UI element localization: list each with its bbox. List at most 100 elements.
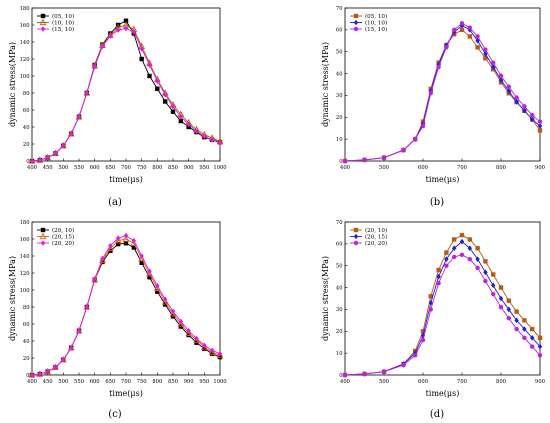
y-tick-label: 10 <box>336 351 343 357</box>
data-point <box>342 372 348 378</box>
data-point <box>522 326 527 332</box>
legend-entry: (10, 10) <box>365 20 387 27</box>
x-tick-label: 400 <box>340 379 350 385</box>
data-point <box>459 252 465 257</box>
x-tick-label: 900 <box>535 165 545 171</box>
series-line <box>31 242 221 376</box>
x-tick-label: 700 <box>457 379 467 385</box>
data-point <box>467 34 472 39</box>
legend-entry: (20, 10) <box>365 227 387 234</box>
data-point <box>170 103 176 110</box>
data-point <box>420 329 426 334</box>
data-point <box>209 351 215 356</box>
data-point <box>202 342 207 349</box>
data-point <box>217 350 223 357</box>
y-tick-label: 20 <box>336 115 343 121</box>
data-point <box>491 282 496 289</box>
data-point <box>498 305 504 310</box>
legend: (05, 10)(10, 10)(15, 10) <box>350 13 387 33</box>
data-point <box>216 351 224 359</box>
y-axis-label: dynamic stress(MPa) <box>8 256 17 341</box>
data-point <box>178 118 184 124</box>
data-point <box>147 275 152 280</box>
y-axis-label: dynamic stress(MPa) <box>321 42 330 127</box>
data-point <box>420 123 426 129</box>
data-point <box>498 73 504 78</box>
series-1 <box>29 18 223 164</box>
y-tick-label: 120 <box>20 57 30 63</box>
x-tick-label: 450 <box>43 379 53 385</box>
data-point <box>491 64 496 70</box>
y-tick-label: 80 <box>23 91 30 97</box>
data-point <box>155 289 160 294</box>
data-point <box>420 337 426 343</box>
data-point <box>444 256 449 262</box>
data-point <box>483 51 488 57</box>
data-point <box>92 276 97 282</box>
legend-marker <box>353 26 359 32</box>
y-tick-label: 50 <box>336 264 343 270</box>
data-point <box>428 307 433 312</box>
data-point <box>45 154 50 161</box>
x-tick-label: 650 <box>105 379 115 385</box>
data-point <box>61 142 66 149</box>
data-point <box>155 78 160 84</box>
x-tick-label: 750 <box>137 379 147 385</box>
data-point <box>186 328 191 334</box>
data-point <box>475 34 480 39</box>
data-point <box>467 237 472 242</box>
data-point <box>522 335 527 341</box>
data-point <box>483 56 488 61</box>
x-axis-label: time(μs) <box>426 389 460 398</box>
data-point <box>99 256 106 263</box>
data-point <box>162 99 168 104</box>
series-line <box>344 234 541 376</box>
data-point <box>139 46 144 52</box>
data-point <box>178 114 184 120</box>
data-point <box>444 250 449 255</box>
data-point <box>483 278 488 284</box>
data-point <box>53 364 58 371</box>
y-tick-label: 160 <box>20 237 30 243</box>
panel-caption: (c) <box>108 409 122 420</box>
legend-marker <box>353 13 359 19</box>
data-point <box>84 304 90 310</box>
data-point <box>37 157 43 163</box>
data-point <box>498 285 504 290</box>
x-tick-label: 500 <box>58 165 68 171</box>
y-tick-label: 100 <box>20 74 30 80</box>
x-tick-label: 1000 <box>213 165 226 171</box>
data-point <box>522 104 527 109</box>
y-tick-label: 60 <box>336 28 343 34</box>
series-3 <box>342 21 543 164</box>
x-tick-label: 500 <box>58 379 68 385</box>
legend-entry: (20, 20) <box>52 240 74 247</box>
panel-caption: (a) <box>108 197 122 208</box>
y-tick-label: 40 <box>23 339 30 345</box>
data-point <box>186 332 191 338</box>
x-tick-label: 600 <box>90 379 100 385</box>
data-point <box>381 155 387 160</box>
data-point <box>200 343 208 350</box>
y-axis-label: dynamic stress(MPa) <box>321 256 330 341</box>
data-point <box>537 343 543 350</box>
data-point <box>537 119 543 124</box>
data-point <box>162 91 168 98</box>
data-point <box>401 147 406 153</box>
data-point <box>436 267 441 273</box>
y-tick-label: 140 <box>20 254 30 260</box>
data-point <box>498 77 504 83</box>
data-point <box>61 356 66 363</box>
data-point <box>208 348 216 355</box>
series-line <box>31 20 221 162</box>
data-point <box>186 121 191 128</box>
x-axis-label: time(μs) <box>109 175 143 184</box>
y-tick-label: 20 <box>23 356 30 362</box>
series-line <box>31 235 221 376</box>
data-point <box>483 269 488 276</box>
data-point <box>459 232 465 238</box>
data-point <box>475 246 480 251</box>
data-point <box>100 43 105 50</box>
series-line <box>31 238 221 376</box>
x-axis-label: time(μs) <box>109 389 143 398</box>
